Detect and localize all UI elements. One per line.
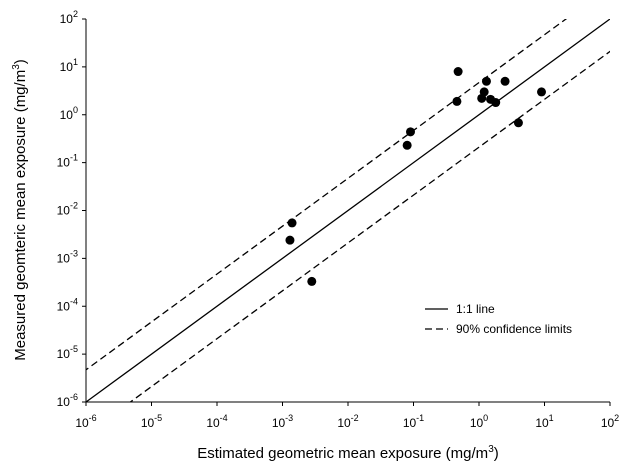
x-tick-label: 10-4 [206,413,227,430]
x-tick-label: 101 [535,413,553,430]
data-point [479,87,489,97]
y-tick-label: 100 [60,105,78,122]
x-tick-label: 10-6 [75,413,96,430]
x-tick-label: 102 [601,413,619,430]
y-tick-label: 10-2 [57,201,78,218]
data-point [406,127,416,137]
y-tick-label: 10-1 [57,153,78,170]
x-tick-label: 10-1 [403,413,424,430]
x-tick-label: 10-2 [337,413,358,430]
legend: 1:1 line 90% confidence limits [425,302,572,336]
y-tick-label: 10-3 [57,248,78,265]
tick-labels: 10-6 10-6 10-5 10-5 10-4 10-4 10-3 10-3 10-2 10-2… [57,9,620,430]
data-point [491,98,501,108]
y-tick-label: 10-5 [57,344,78,361]
x-tick-label: 10-3 [272,413,293,430]
data-point [307,276,317,286]
legend-label-2: 90% confidence limits [456,322,572,336]
x-axis-label: Estimated geometric mean exposure (mg/m3… [197,444,499,462]
x-tick-label: 10-5 [141,413,162,430]
data-point [285,235,295,245]
legend-label-1: 1:1 line [456,302,495,316]
data-point [481,76,491,86]
data-point [453,67,463,77]
data-point [537,87,547,97]
data-point [452,96,462,106]
x-tick-label: 100 [470,413,488,430]
y-tick-label: 10-6 [57,392,78,409]
y-tick-label: 101 [60,57,78,74]
y-tick-label: 102 [60,9,78,26]
data-point [500,76,510,86]
confidence-limit-line [129,50,610,402]
y-tick-label: 10-4 [57,296,78,313]
reference-lines [86,19,610,402]
axes [82,18,611,406]
data-point [287,218,297,228]
data-point [402,140,412,150]
data-points [285,67,547,286]
y-axis-label: Measured geomteric mean exposure (mg/m3) [11,59,29,361]
data-point [513,118,523,128]
confidence-limit-line [86,19,568,371]
one-to-one-line [86,19,610,402]
